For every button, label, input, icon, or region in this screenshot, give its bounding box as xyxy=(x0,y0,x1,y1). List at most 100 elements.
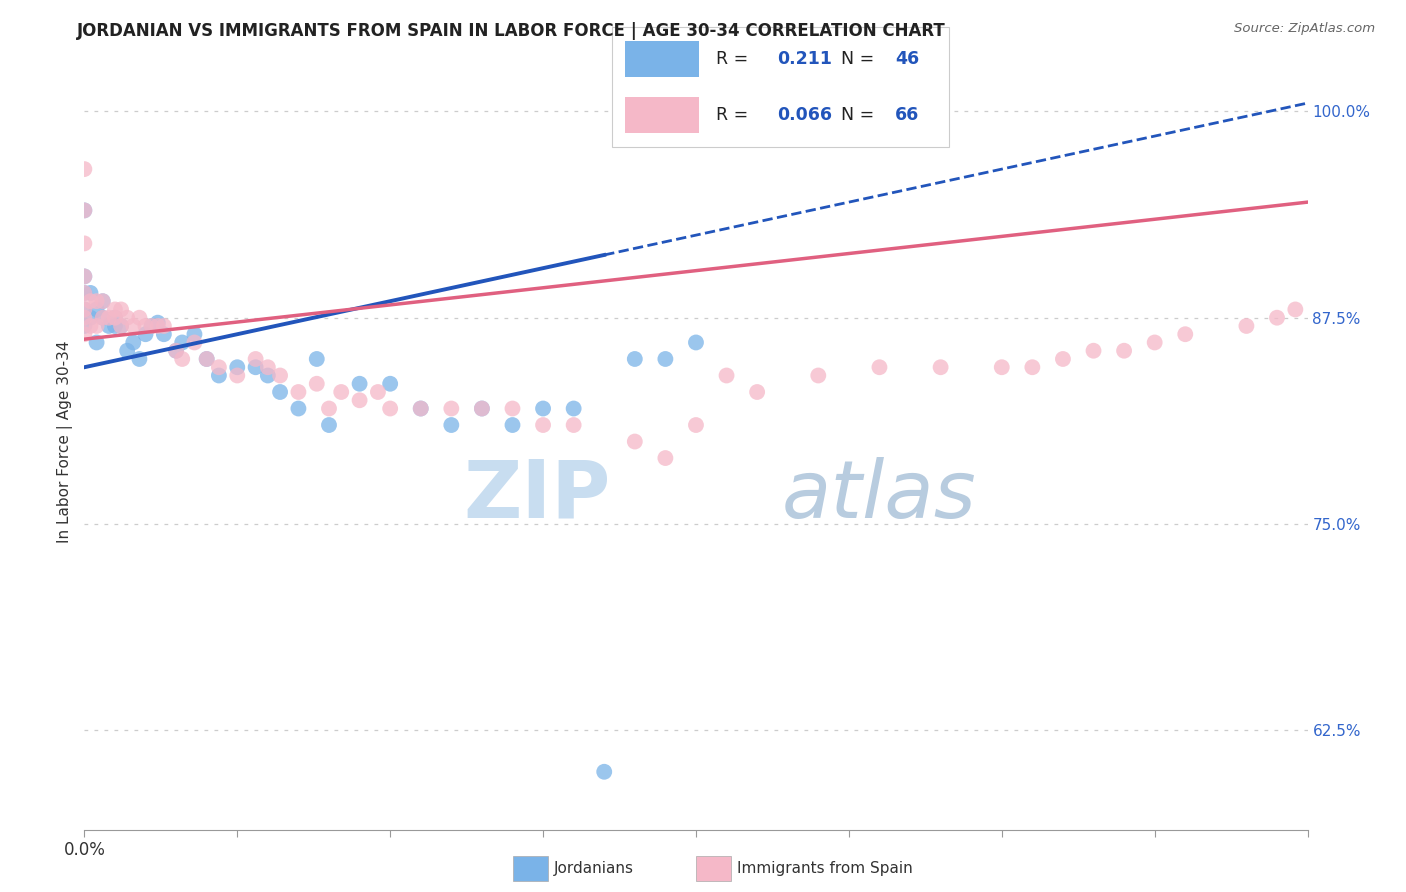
Text: Immigrants from Spain: Immigrants from Spain xyxy=(737,862,912,876)
Point xyxy=(502,401,524,416)
Point xyxy=(153,318,176,333)
Point xyxy=(208,368,231,383)
Point xyxy=(73,269,96,284)
FancyBboxPatch shape xyxy=(626,41,699,78)
Point xyxy=(380,401,402,416)
Point xyxy=(128,351,150,366)
Point xyxy=(153,327,176,342)
Point xyxy=(115,310,138,325)
Text: 46: 46 xyxy=(896,50,920,69)
Point xyxy=(183,335,205,350)
Point xyxy=(73,302,96,317)
Point xyxy=(562,401,585,416)
Point xyxy=(195,351,218,366)
Point xyxy=(367,384,389,399)
Point xyxy=(1265,310,1288,325)
Point xyxy=(1236,318,1258,333)
Text: Jordanians: Jordanians xyxy=(554,862,634,876)
Point xyxy=(79,318,101,333)
FancyBboxPatch shape xyxy=(612,27,949,147)
Point xyxy=(502,417,524,432)
Point xyxy=(257,368,280,383)
Point xyxy=(91,294,114,309)
Point xyxy=(409,401,432,416)
Point xyxy=(79,294,101,309)
Point xyxy=(1143,335,1166,350)
Point xyxy=(110,318,132,333)
Point xyxy=(208,360,231,375)
Point xyxy=(86,294,108,309)
Point xyxy=(287,401,309,416)
Point xyxy=(86,302,108,317)
Point xyxy=(245,360,267,375)
Point xyxy=(654,451,676,466)
Point xyxy=(91,310,114,325)
Point xyxy=(269,384,291,399)
Point xyxy=(562,417,585,432)
FancyBboxPatch shape xyxy=(626,96,699,133)
Point xyxy=(624,351,647,366)
Point xyxy=(73,203,96,218)
Point xyxy=(104,318,127,333)
Point xyxy=(409,401,432,416)
Point xyxy=(172,335,194,350)
Point xyxy=(593,764,616,779)
Point xyxy=(135,318,157,333)
Text: 0.211: 0.211 xyxy=(778,50,832,69)
Point xyxy=(531,401,554,416)
Point xyxy=(73,318,96,333)
Point xyxy=(73,203,96,218)
Point xyxy=(807,368,830,383)
Point xyxy=(73,285,96,300)
Point xyxy=(115,343,138,358)
Point xyxy=(716,368,738,383)
Point xyxy=(226,360,249,375)
Point xyxy=(685,417,707,432)
Point xyxy=(146,316,169,330)
Point xyxy=(245,351,267,366)
Point xyxy=(104,310,127,325)
Point xyxy=(73,310,96,325)
Point xyxy=(122,318,145,333)
Point xyxy=(86,318,108,333)
Point xyxy=(1021,360,1043,375)
Point xyxy=(380,376,402,391)
Point xyxy=(869,360,891,375)
Point xyxy=(165,343,187,358)
Point xyxy=(195,351,218,366)
Text: R =: R = xyxy=(716,105,754,124)
Point xyxy=(305,351,328,366)
Point xyxy=(318,417,340,432)
Point xyxy=(104,302,127,317)
Point xyxy=(471,401,494,416)
Point xyxy=(91,310,114,325)
Point xyxy=(122,335,145,350)
Point xyxy=(172,351,194,366)
Point xyxy=(531,417,554,432)
Point xyxy=(104,310,127,325)
Point xyxy=(1284,302,1306,317)
Point xyxy=(1083,343,1105,358)
Point xyxy=(79,310,101,325)
Point xyxy=(73,269,96,284)
Point xyxy=(747,384,769,399)
Point xyxy=(269,368,291,383)
Point xyxy=(991,360,1014,375)
Text: atlas: atlas xyxy=(782,457,976,535)
Point xyxy=(73,302,96,317)
Text: JORDANIAN VS IMMIGRANTS FROM SPAIN IN LABOR FORCE | AGE 30-34 CORRELATION CHART: JORDANIAN VS IMMIGRANTS FROM SPAIN IN LA… xyxy=(77,22,946,40)
Text: 66: 66 xyxy=(896,105,920,124)
Point xyxy=(165,343,187,358)
Point xyxy=(141,318,163,333)
Point xyxy=(1114,343,1136,358)
Point xyxy=(110,302,132,317)
Point xyxy=(226,368,249,383)
Point xyxy=(146,318,169,333)
Text: R =: R = xyxy=(716,50,754,69)
Point xyxy=(318,401,340,416)
Point xyxy=(141,318,163,333)
Point xyxy=(287,384,309,399)
Point xyxy=(929,360,952,375)
Text: 0.066: 0.066 xyxy=(778,105,832,124)
Point xyxy=(183,327,205,342)
